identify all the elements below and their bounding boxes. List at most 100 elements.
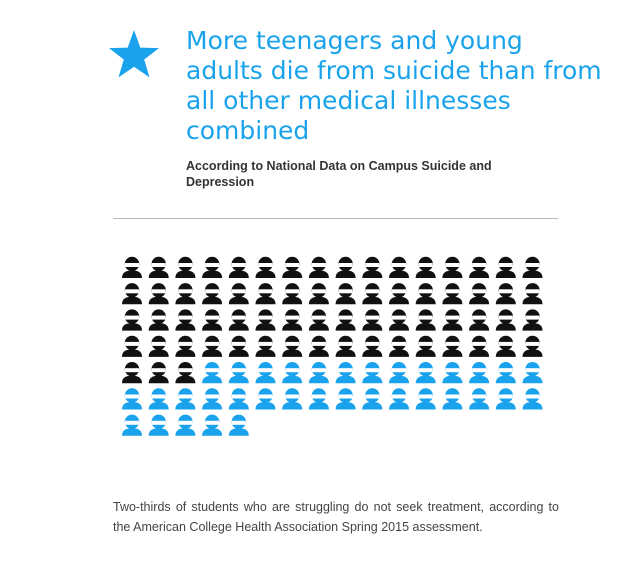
person-icon [362,388,383,410]
person-icon [282,256,303,278]
person-icon [308,256,329,278]
person-icon [148,362,169,384]
person-icon [148,414,169,436]
person-icon [522,362,543,384]
person-icon [362,335,383,357]
person-icon [255,388,276,410]
person-icon [228,283,249,305]
person-icon [202,256,223,278]
person-icon [202,388,223,410]
person-icon [175,388,196,410]
person-icon [308,309,329,331]
person-icon [282,335,303,357]
person-icon [495,335,516,357]
person-icon [282,388,303,410]
person-icon [415,283,436,305]
person-icon [335,256,356,278]
person-icon [228,388,249,410]
person-icon [522,256,543,278]
person-icon [255,335,276,357]
person-icon [415,256,436,278]
person-icon [282,309,303,331]
person-icon [362,362,383,384]
person-icon [175,283,196,305]
person-icon [469,283,490,305]
person-icon [442,362,463,384]
pictogram-chart [122,256,543,436]
person-icon [202,362,223,384]
person-icon [308,388,329,410]
person-icon [522,388,543,410]
person-icon [495,256,516,278]
person-icon [122,283,142,305]
person-icon [469,362,490,384]
person-icon [362,256,383,278]
headline: More teenagers and young adults die from… [186,26,602,145]
person-icon [442,388,463,410]
person-icon [175,335,196,357]
person-icon [228,256,249,278]
person-icon [495,362,516,384]
divider [113,218,558,219]
person-icon [175,309,196,331]
person-icon [202,335,223,357]
person-icon [415,362,436,384]
person-icon [175,256,196,278]
person-icon [495,283,516,305]
person-icon [469,309,490,331]
person-icon [389,256,409,278]
person-icon [442,335,463,357]
person-icon [122,256,142,278]
person-icon [202,309,223,331]
person-icon [522,309,543,331]
person-icon [335,388,356,410]
person-icon [122,388,142,410]
person-icon [442,256,463,278]
person-icon [148,283,169,305]
person-icon [255,362,276,384]
person-icon [362,309,383,331]
person-icon [335,283,356,305]
person-icon [415,309,436,331]
person-icon [148,256,169,278]
person-icon [469,388,490,410]
person-icon [389,309,409,331]
person-icon [148,309,169,331]
person-icon [335,362,356,384]
person-icon [415,388,436,410]
footnote: Two-thirds of students who are strugglin… [113,500,559,534]
person-icon [389,388,409,410]
person-icon [335,335,356,357]
person-icon [148,388,169,410]
person-icon [228,362,249,384]
person-icon [255,256,276,278]
person-icon [522,335,543,357]
person-icon [495,309,516,331]
person-icon [282,362,303,384]
person-icon [175,362,196,384]
person-icon [122,335,142,357]
person-icon [308,283,329,305]
source-note: According to National Data on Campus Sui… [186,159,492,189]
person-icon [389,335,409,357]
person-icon [122,362,142,384]
person-icon [415,335,436,357]
person-icon [389,283,409,305]
person-icon [228,335,249,357]
person-icon [308,362,329,384]
person-icon [442,309,463,331]
person-icon [148,335,169,357]
person-icon [282,283,303,305]
person-icon [255,283,276,305]
person-icon [255,309,276,331]
person-icon [469,256,490,278]
person-icon [469,335,490,357]
person-icon [122,414,142,436]
person-icon [202,283,223,305]
person-icon [228,414,249,436]
person-icon [389,362,409,384]
person-icon [308,335,329,357]
person-icon [202,414,223,436]
person-icon [228,309,249,331]
star-icon [109,30,159,78]
